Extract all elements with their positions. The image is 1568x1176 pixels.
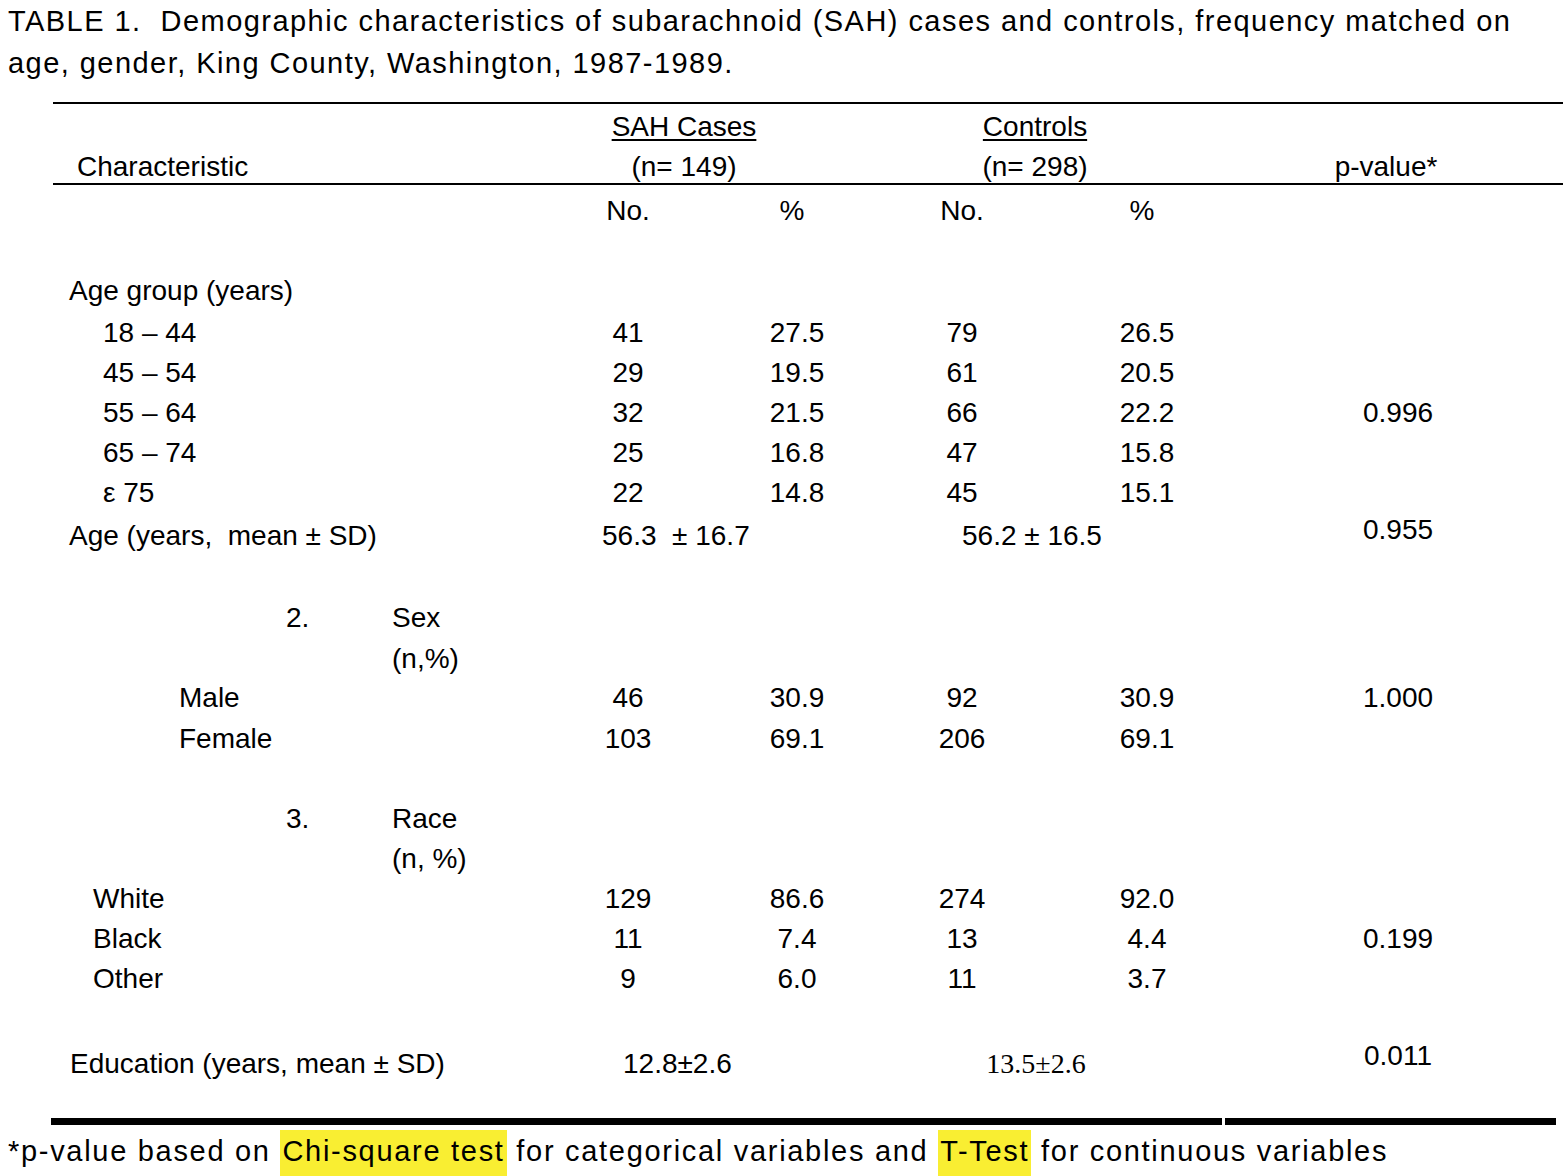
row-label: White [93, 884, 165, 914]
cell-pct-controls: 4.4 [1128, 924, 1167, 954]
subcol-pct-controls: % [1130, 196, 1155, 226]
table-bottom-rule-left [51, 1118, 1222, 1125]
cell-no-sah: 32 [612, 398, 643, 428]
cell-education-controls: 13.5±2.6 [986, 1049, 1085, 1079]
footnote-mid: for categorical variables and [507, 1135, 939, 1167]
cell-pct-controls: 26.5 [1120, 318, 1175, 348]
race-section-number: 3. [286, 804, 309, 834]
footnote-highlight-t-test: T-Test [938, 1130, 1031, 1176]
cell-pct-sah: 27.5 [770, 318, 825, 348]
table-title-line1: TABLE 1. Demographic characteristics of … [8, 6, 1511, 36]
cell-p-value: 1.000 [1363, 683, 1433, 713]
sex-section-unit: (n,%) [392, 644, 459, 674]
cell-no-sah: 25 [612, 438, 643, 468]
subcol-no-sah: No. [606, 196, 650, 226]
row-label: 45 – 54 [103, 358, 196, 388]
subcol-pct-sah: % [780, 196, 805, 226]
cell-no-sah: 29 [612, 358, 643, 388]
row-label: 55 – 64 [103, 398, 196, 428]
row-label: 18 – 44 [103, 318, 196, 348]
cell-pct-sah: 6.0 [778, 964, 817, 994]
cell-no-controls: 206 [939, 724, 986, 754]
footnote: *p-value based on Chi-square test for ca… [8, 1136, 1388, 1166]
cell-no-controls: 79 [946, 318, 977, 348]
cell-no-sah: 46 [612, 683, 643, 713]
cell-p-value: 0.011 [1364, 1041, 1432, 1071]
cell-no-controls: 92 [946, 683, 977, 713]
table-bottom-rule-right [1225, 1118, 1556, 1125]
cell-no-sah: 41 [612, 318, 643, 348]
cell-pct-sah: 19.5 [770, 358, 825, 388]
cell-no-controls: 66 [946, 398, 977, 428]
cell-no-sah: 9 [620, 964, 636, 994]
cell-no-controls: 45 [946, 478, 977, 508]
race-section-title: Race [392, 804, 457, 834]
cell-no-sah: 103 [605, 724, 652, 754]
cell-education-sah: 12.8±2.6 [623, 1049, 732, 1079]
document-page: TABLE 1. Demographic characteristics of … [0, 0, 1568, 1176]
table-top-rule [53, 102, 1563, 104]
cell-pct-controls: 3.7 [1128, 964, 1167, 994]
cell-pct-sah: 16.8 [770, 438, 825, 468]
row-label: Female [179, 724, 272, 754]
cell-p-value: 0.996 [1363, 398, 1433, 428]
cell-age-mean-sah: 56.3 ± 16.7 [602, 521, 750, 551]
cell-pct-controls: 22.2 [1120, 398, 1175, 428]
footnote-highlight-chi-square: Chi-square test [280, 1130, 506, 1176]
col-header-controls-n: (n= 298) [982, 152, 1087, 182]
row-label: ε 75 [103, 478, 154, 508]
subcol-no-controls: No. [940, 196, 984, 226]
cell-pct-sah: 14.8 [770, 478, 825, 508]
cell-no-sah: 22 [612, 478, 643, 508]
cell-no-sah: 129 [605, 884, 652, 914]
cell-pct-sah: 86.6 [770, 884, 825, 914]
row-education-label: Education (years, mean ± SD) [70, 1049, 445, 1079]
cell-no-controls: 47 [946, 438, 977, 468]
cell-pct-controls: 69.1 [1120, 724, 1175, 754]
cell-p-value: 0.199 [1363, 924, 1433, 954]
col-header-sah-cases: SAH Cases [612, 112, 757, 142]
cell-age-mean-controls: 56.2 ± 16.5 [962, 521, 1102, 551]
cell-p-value: 0.955 [1363, 515, 1433, 545]
cell-no-controls: 13 [946, 924, 977, 954]
cell-no-controls: 11 [947, 964, 976, 994]
cell-pct-sah: 30.9 [770, 683, 825, 713]
cell-pct-controls: 15.8 [1120, 438, 1175, 468]
cell-pct-controls: 92.0 [1120, 884, 1175, 914]
footnote-pre: *p-value based on [8, 1135, 280, 1167]
col-header-characteristic: Characteristic [77, 152, 248, 182]
cell-pct-controls: 15.1 [1120, 478, 1175, 508]
table-title-line2: age, gender, King County, Washington, 19… [8, 48, 734, 78]
row-age-mean-label: Age (years, mean ± SD) [69, 521, 377, 551]
col-header-sah-n: (n= 149) [631, 152, 736, 182]
cell-pct-sah: 7.4 [778, 924, 817, 954]
cell-no-sah: 11 [613, 924, 642, 954]
cell-pct-sah: 69.1 [770, 724, 825, 754]
race-section-unit: (n, %) [392, 844, 467, 874]
row-age-group-header: Age group (years) [69, 276, 293, 306]
col-header-p-value: p-value* [1335, 152, 1438, 182]
row-label: Black [93, 924, 161, 954]
cell-no-controls: 61 [946, 358, 977, 388]
cell-pct-sah: 21.5 [770, 398, 825, 428]
table-header-rule [53, 183, 1563, 185]
col-header-controls: Controls [983, 112, 1087, 142]
cell-pct-controls: 20.5 [1120, 358, 1175, 388]
cell-no-controls: 274 [939, 884, 986, 914]
row-label: Male [179, 683, 240, 713]
footnote-post: for continuous variables [1031, 1135, 1388, 1167]
sex-section-title: Sex [392, 603, 440, 633]
cell-pct-controls: 30.9 [1120, 683, 1175, 713]
row-label: 65 – 74 [103, 438, 196, 468]
row-label: Other [93, 964, 163, 994]
sex-section-number: 2. [286, 603, 309, 633]
